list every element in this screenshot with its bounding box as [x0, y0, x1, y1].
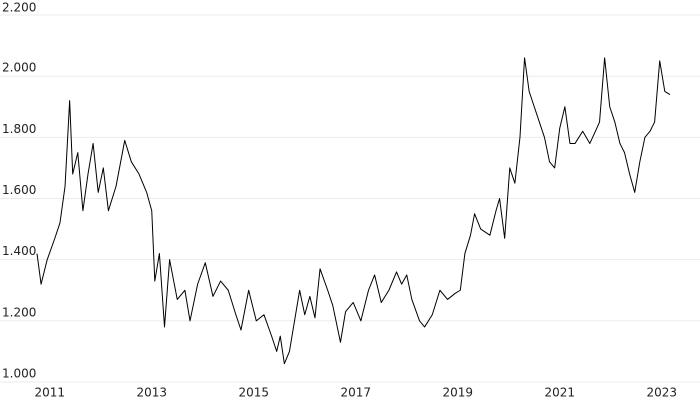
y-tick-label: 2.000 [2, 61, 36, 75]
y-tick-label: 1.400 [2, 244, 36, 258]
y-tick-label: 1.000 [2, 367, 36, 381]
price-line [36, 57, 671, 365]
x-tick-label: 2011 [34, 386, 65, 400]
y-tick-label: 1.200 [2, 305, 36, 319]
x-tick-label: 2013 [136, 386, 167, 400]
x-tick-label: 2021 [544, 386, 575, 400]
y-tick-label: 2.200 [2, 1, 36, 15]
x-tick-label: 2023 [646, 386, 677, 400]
x-tick-label: 2019 [442, 386, 473, 400]
y-tick-label: 1.600 [2, 183, 36, 197]
x-tick-label: 2015 [238, 386, 269, 400]
x-tick-label: 2017 [340, 386, 371, 400]
y-tick-label: 1.800 [2, 122, 36, 136]
